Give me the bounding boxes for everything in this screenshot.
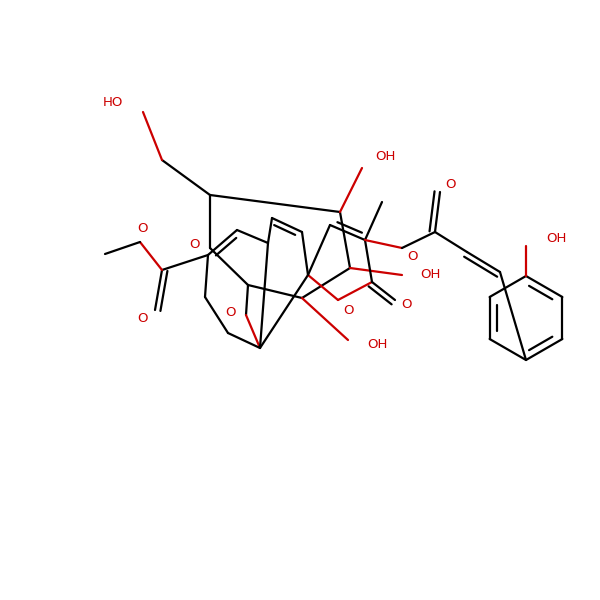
Text: O: O	[445, 178, 455, 191]
Text: O: O	[137, 221, 147, 235]
Text: OH: OH	[420, 269, 440, 281]
Text: O: O	[225, 305, 235, 319]
Text: O: O	[138, 311, 148, 325]
Text: O: O	[402, 298, 412, 311]
Text: OH: OH	[375, 149, 395, 163]
Text: O: O	[189, 238, 199, 251]
Text: HO: HO	[103, 95, 123, 109]
Text: OH: OH	[546, 232, 566, 245]
Text: O: O	[343, 304, 353, 317]
Text: OH: OH	[367, 338, 388, 352]
Text: O: O	[407, 250, 417, 263]
